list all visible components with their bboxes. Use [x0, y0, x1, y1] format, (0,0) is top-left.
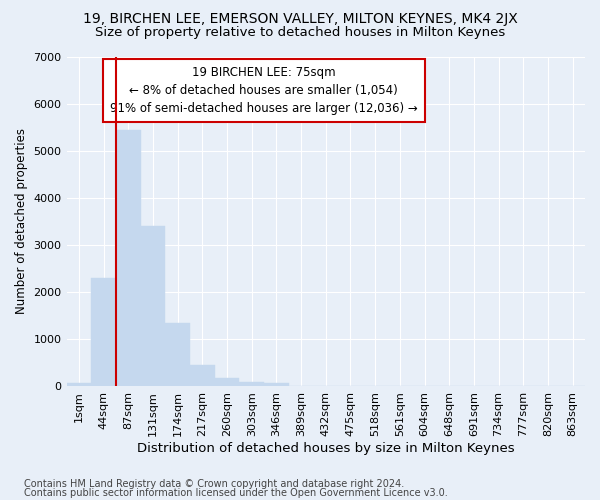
Bar [140, 226, 165, 386]
Text: 19, BIRCHEN LEE, EMERSON VALLEY, MILTON KEYNES, MK4 2JX: 19, BIRCHEN LEE, EMERSON VALLEY, MILTON … [83, 12, 517, 26]
Text: Size of property relative to detached houses in Milton Keynes: Size of property relative to detached ho… [95, 26, 505, 39]
Bar [116, 130, 140, 386]
Text: 19 BIRCHEN LEE: 75sqm
← 8% of detached houses are smaller (1,054)
91% of semi-de: 19 BIRCHEN LEE: 75sqm ← 8% of detached h… [110, 66, 418, 116]
Text: Contains public sector information licensed under the Open Government Licence v3: Contains public sector information licen… [24, 488, 448, 498]
Bar [264, 382, 289, 386]
Y-axis label: Number of detached properties: Number of detached properties [15, 128, 28, 314]
Bar [239, 382, 264, 386]
X-axis label: Distribution of detached houses by size in Milton Keynes: Distribution of detached houses by size … [137, 442, 515, 455]
Bar [215, 378, 239, 386]
Bar [190, 365, 215, 386]
Bar [91, 278, 116, 386]
Bar [67, 382, 91, 386]
Text: Contains HM Land Registry data © Crown copyright and database right 2024.: Contains HM Land Registry data © Crown c… [24, 479, 404, 489]
Bar [165, 323, 190, 386]
